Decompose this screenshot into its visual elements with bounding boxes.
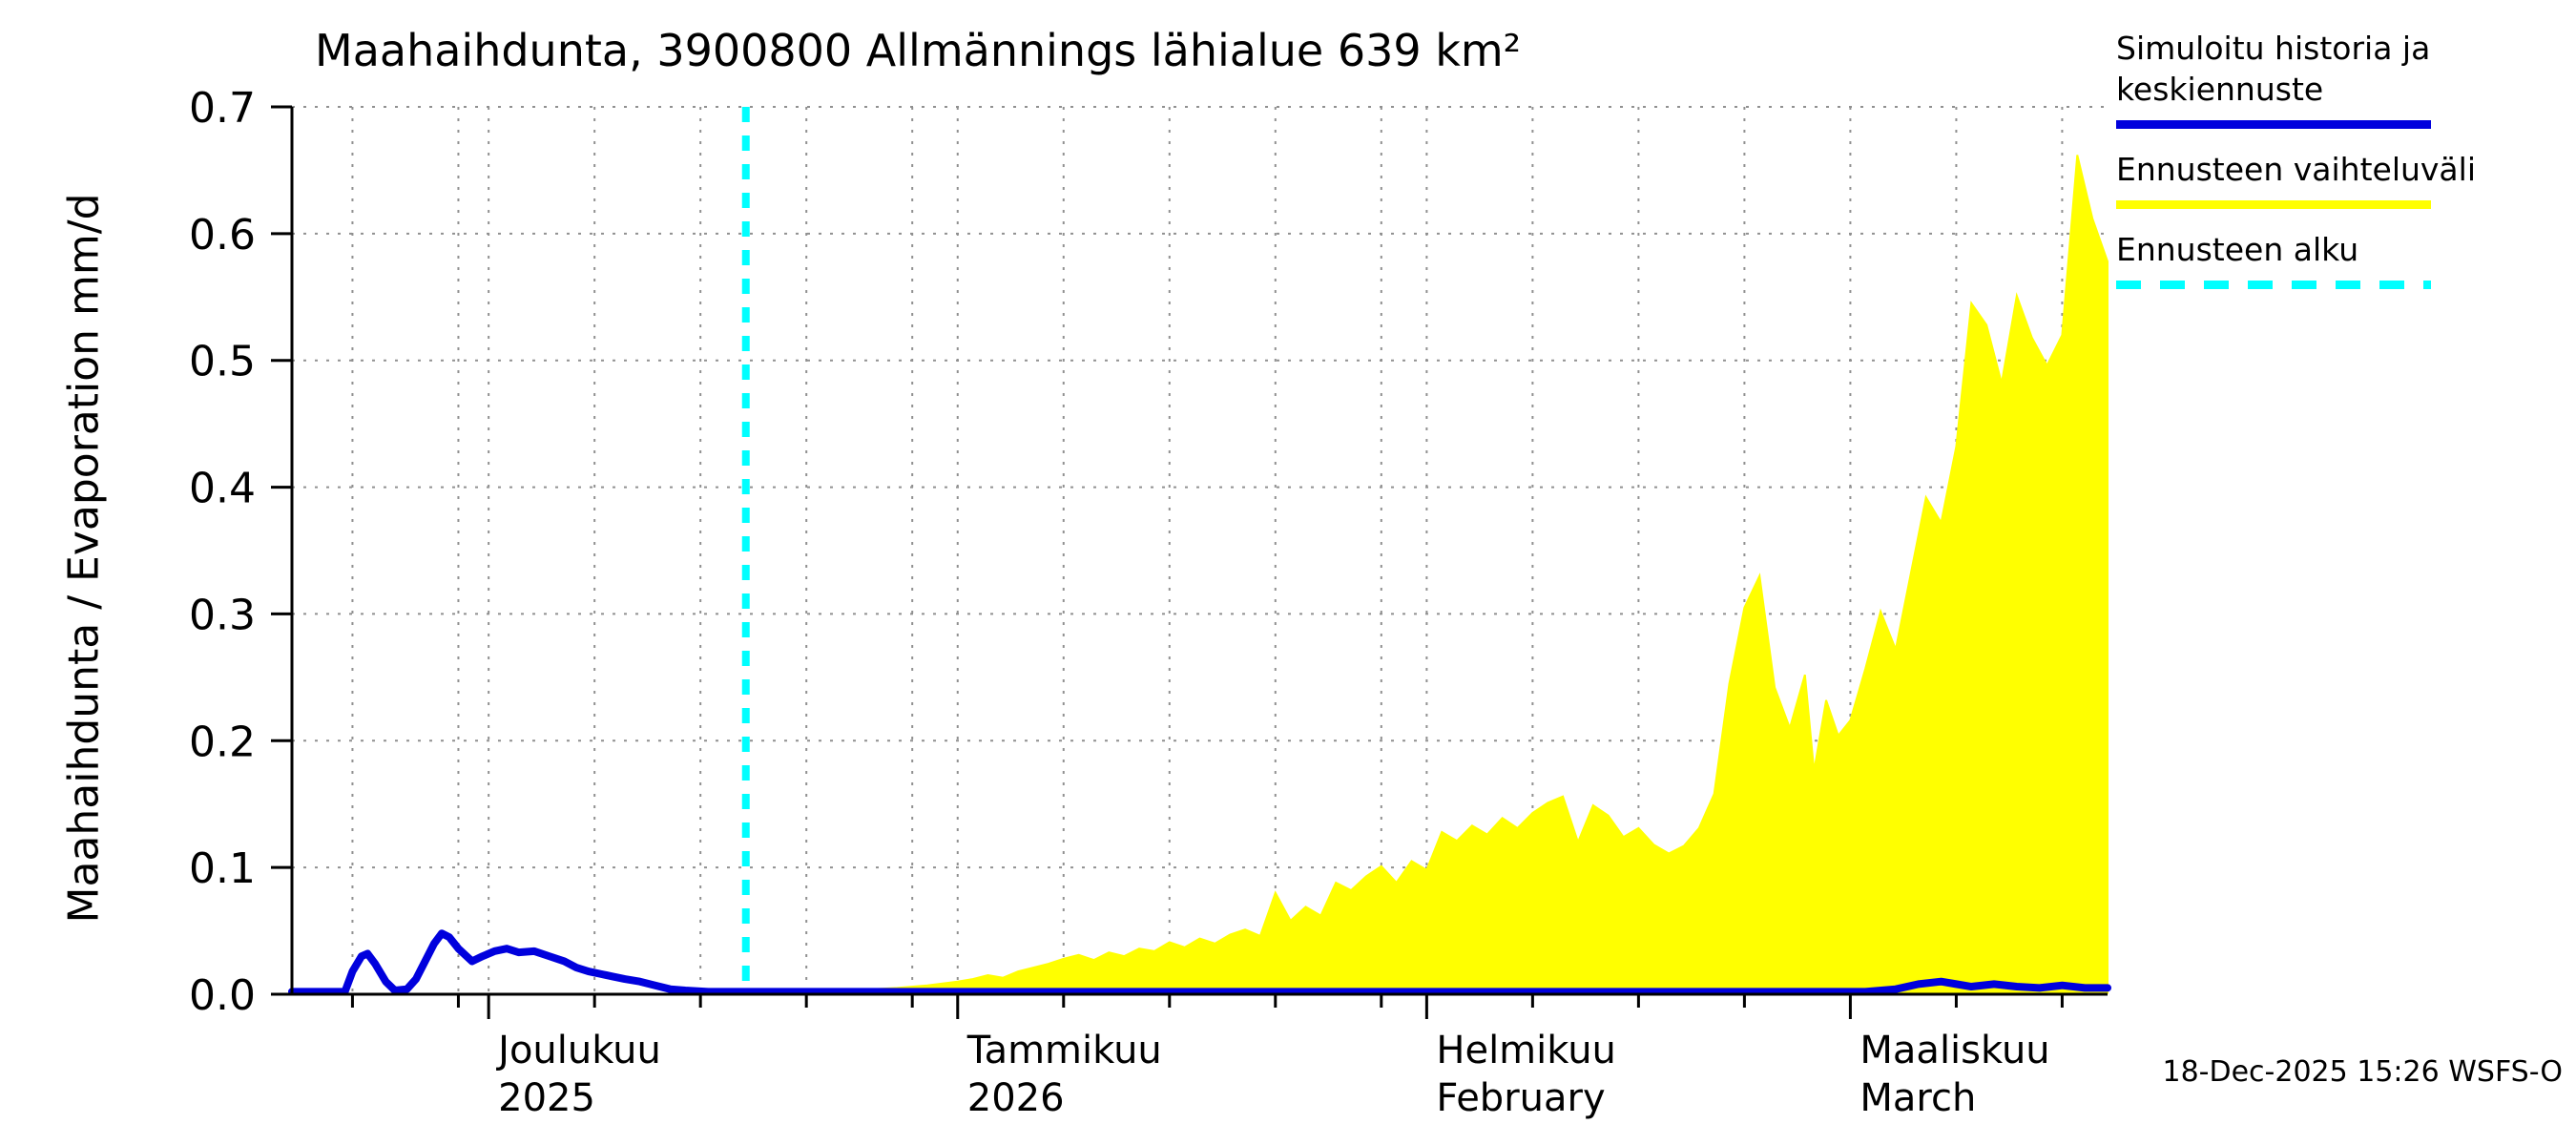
month-label: Maaliskuu	[1859, 1029, 2049, 1072]
legend-line-start	[2116, 280, 2431, 289]
month-label-secondary: 2026	[967, 1076, 1065, 1120]
month-label: Helmikuu	[1436, 1029, 1616, 1072]
legend-entry-range: Ennusteen vaihteluväli	[2116, 150, 2565, 209]
month-label-secondary: 2025	[498, 1076, 595, 1120]
y-tick-label: 0.0	[189, 971, 256, 1020]
y-tick-label: 0.2	[189, 718, 256, 766]
month-label-secondary: February	[1436, 1076, 1605, 1120]
y-tick-label: 0.3	[189, 591, 256, 639]
y-tick-label: 0.5	[189, 338, 256, 386]
legend-entry-start: Ennusteen alku	[2116, 230, 2565, 289]
y-tick-label: 0.4	[189, 465, 256, 513]
legend-line-history	[2116, 119, 2431, 129]
y-tick-label: 0.6	[189, 211, 256, 260]
legend-label-history: Simuloitu historia ja keskiennuste	[2116, 30, 2431, 108]
y-tick-label: 0.7	[189, 84, 256, 133]
month-label: Joulukuu	[495, 1029, 661, 1072]
month-label-secondary: March	[1859, 1076, 1976, 1120]
history-line	[288, 929, 2111, 996]
y-tick-label: 0.1	[189, 844, 256, 893]
datestamp: 18-Dec-2025 15:26 WSFS-O	[2162, 1055, 2563, 1089]
forecast-band	[744, 155, 2109, 994]
chart-title: Maahaihdunta, 3900800 Allmännings lähial…	[315, 25, 1522, 76]
legend: Simuloitu historia ja keskiennuste Ennus…	[2116, 29, 2565, 310]
legend-label-range: Ennusteen vaihteluväli	[2116, 150, 2476, 188]
legend-label-start: Ennusteen alku	[2116, 230, 2359, 268]
month-label: Tammikuu	[966, 1029, 1162, 1072]
legend-entry-history: Simuloitu historia ja keskiennuste	[2116, 29, 2565, 129]
legend-line-range	[2116, 199, 2431, 209]
